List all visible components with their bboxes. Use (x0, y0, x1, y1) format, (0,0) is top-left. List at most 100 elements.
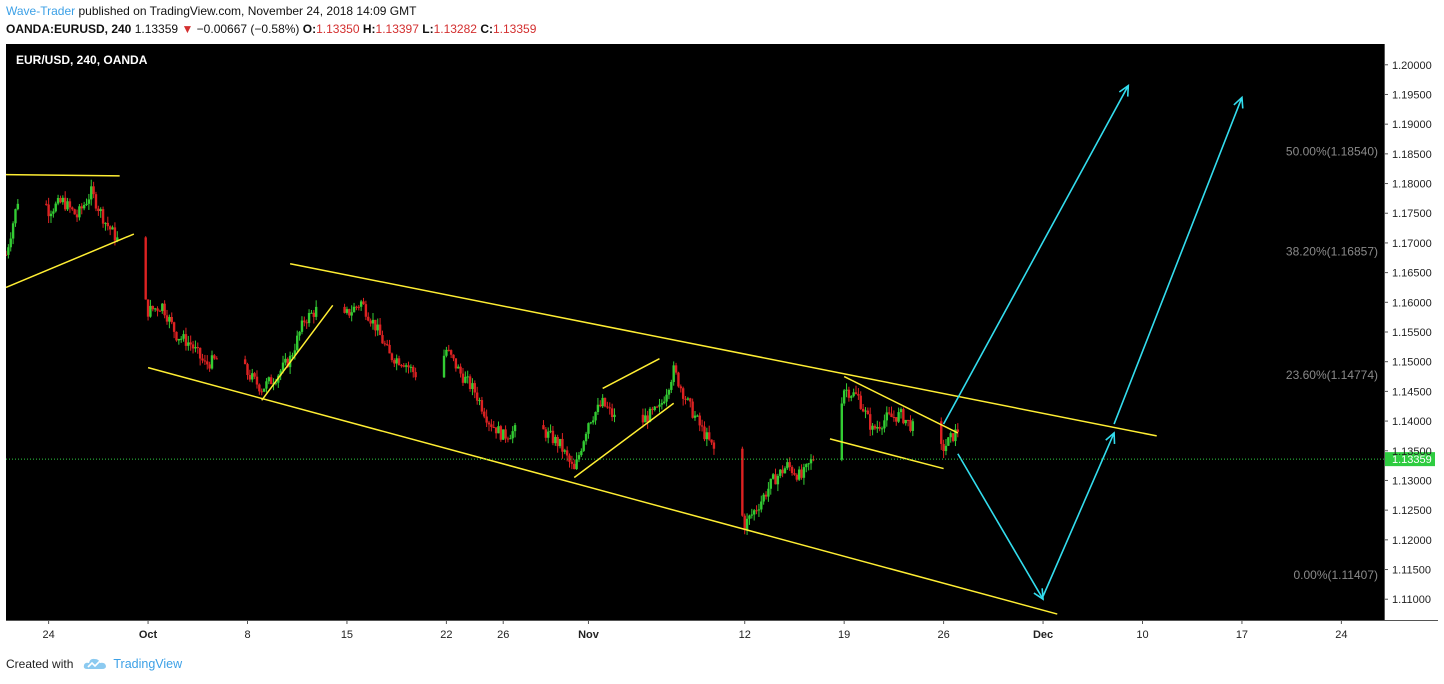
candle-body (153, 308, 157, 310)
candle-body (108, 226, 112, 230)
candle-body (480, 400, 484, 412)
candle-body (644, 415, 647, 423)
candle-body (857, 393, 860, 396)
publish-info: published on TradingView.com, November 2… (78, 4, 417, 18)
candle-body (599, 404, 602, 407)
candle-body (809, 459, 813, 464)
projection-arrow[interactable] (957, 453, 1044, 600)
y-tick-label: 1.15500 (1392, 327, 1432, 339)
candle-body (348, 309, 351, 316)
candle-body (357, 306, 360, 308)
candle-body (371, 319, 375, 324)
candle-body (793, 473, 796, 475)
candle-body (94, 194, 98, 209)
candle-body (847, 389, 851, 398)
candle-body (944, 445, 948, 452)
candle-body (104, 222, 107, 224)
candle-body (284, 358, 287, 363)
candle-body (279, 370, 282, 376)
candle-body (253, 373, 256, 377)
last-price: 1.13359 (134, 22, 179, 36)
projection-arrow[interactable] (1042, 432, 1115, 597)
y-tick-label: 1.18500 (1392, 149, 1432, 161)
publish-header: Wave-Trader published on TradingView.com… (6, 3, 416, 19)
candle-body (760, 501, 763, 510)
projection-arrow[interactable] (942, 85, 1129, 425)
candle-body (14, 209, 17, 224)
high-value: 1.13397 (375, 22, 419, 36)
price-chart[interactable]: 1.13359 50.00%(1.18540) 38.20%(1.16857) 23… (4, 44, 1438, 648)
fib-level-label: 23.60%(1.14774) (1286, 368, 1378, 382)
trendline[interactable] (573, 402, 675, 479)
candle-body (859, 395, 862, 409)
candle-body (75, 214, 79, 218)
y-tick-label: 1.15000 (1392, 357, 1432, 369)
candle-body (781, 469, 784, 474)
candle-body (267, 377, 271, 382)
trendline[interactable] (829, 438, 944, 470)
candle-body (845, 389, 848, 391)
trendline[interactable] (147, 366, 1058, 615)
candle-body (161, 303, 164, 312)
candle-body (866, 410, 870, 415)
candle-body (947, 437, 950, 446)
author-link[interactable]: Wave-Trader (6, 4, 76, 18)
candle-body (111, 227, 114, 230)
candle-body (101, 209, 105, 224)
candle-body (293, 350, 297, 356)
candle-body (203, 360, 207, 362)
candle-body (66, 201, 69, 210)
candle-body (383, 343, 387, 345)
candle-body (362, 301, 365, 305)
candle-body (502, 429, 505, 440)
chart-container[interactable]: 1.13359 50.00%(1.18540) 38.20%(1.16857) 23… (4, 44, 1438, 648)
candle-body (87, 199, 91, 204)
tradingview-cloud-icon[interactable] (83, 657, 107, 671)
candle-body (473, 383, 477, 393)
y-tick-label: 1.17500 (1392, 208, 1432, 220)
candle-body (464, 376, 467, 383)
candle-body (274, 382, 278, 384)
trendline[interactable] (602, 358, 660, 390)
candle-body (797, 469, 801, 480)
candle-body (573, 463, 576, 470)
candle-body (9, 238, 12, 248)
candle-body (873, 425, 877, 429)
trendline[interactable] (261, 304, 334, 401)
price-change: −0.00667 (−0.58%) (196, 22, 300, 36)
x-tick-label: 15 (341, 629, 353, 641)
candle-body (170, 317, 173, 323)
candle-body (61, 197, 65, 203)
trendline[interactable] (5, 173, 120, 177)
x-tick-label: 22 (440, 629, 452, 641)
candle-body (665, 394, 668, 402)
tradingview-brand[interactable]: TradingView (113, 657, 183, 671)
candle-body (213, 355, 216, 359)
candle-body (390, 353, 394, 361)
trendline[interactable] (5, 233, 135, 289)
candle-body (180, 338, 183, 340)
trendline[interactable] (843, 375, 959, 434)
down-triangle-icon: ▼ (181, 22, 194, 36)
trendline[interactable] (289, 262, 1157, 437)
candle-body (4, 254, 8, 256)
candle-body (561, 438, 564, 452)
price-axis[interactable] (1384, 44, 1438, 620)
candle-body (897, 412, 900, 422)
candles-layer (4, 179, 960, 535)
x-tick-label: 8 (244, 629, 250, 641)
candle-body (906, 419, 910, 421)
candle-body (689, 398, 692, 402)
candle-body (56, 197, 60, 204)
y-tick-label: 1.11000 (1392, 594, 1431, 606)
fib-level-label: 50.00%(1.18540) (1286, 144, 1378, 158)
candle-body (568, 455, 571, 462)
projection-arrow[interactable] (1113, 97, 1243, 425)
y-tick-label: 1.18000 (1392, 179, 1432, 191)
candle-body (85, 203, 88, 205)
candle-body (99, 209, 102, 212)
candle-body (745, 518, 749, 530)
x-tick-label: 26 (497, 629, 509, 641)
open-label: O: (302, 22, 317, 36)
candle-body (116, 237, 119, 241)
